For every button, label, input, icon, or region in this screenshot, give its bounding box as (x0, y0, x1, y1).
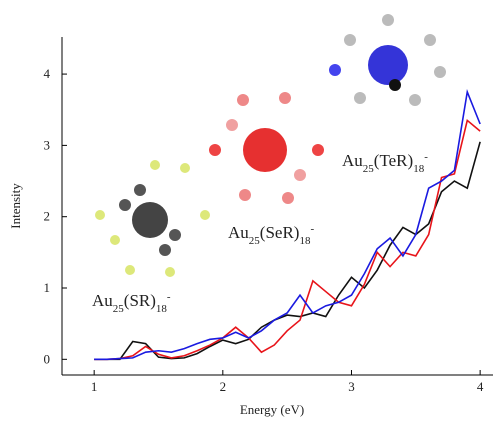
annotation-part: Au (342, 151, 363, 170)
annotation-part: (SR) (124, 291, 156, 310)
y-tick-label: 3 (44, 137, 51, 152)
annotation-part: 25 (363, 163, 375, 175)
annotation-part: - (310, 223, 314, 235)
annotation-part: 18 (156, 303, 168, 315)
y-tick-label: 2 (44, 209, 51, 224)
annotation-part: (TeR) (374, 151, 413, 170)
x-tick-label: 3 (348, 379, 355, 394)
annotation-part: Au (228, 223, 249, 242)
x-tick-label: 1 (91, 379, 98, 394)
y-tick-label: 0 (44, 351, 51, 366)
annotation: Au25(SR)18- (92, 291, 171, 315)
annotation-part: 25 (249, 235, 261, 247)
annotation-part: Au (92, 291, 113, 310)
annotation-part: 25 (113, 303, 125, 315)
annotation-part: - (167, 291, 171, 303)
annotation-part: (SeR) (260, 223, 300, 242)
annotation-part: 18 (413, 163, 425, 175)
series-line (94, 88, 481, 361)
annotation-part: - (424, 151, 428, 163)
series-line (94, 118, 481, 361)
annotation: Au25(SeR)18- (228, 223, 314, 247)
y-tick-label: 1 (44, 280, 51, 295)
cluster-sr (95, 160, 210, 277)
annotation-part: 18 (299, 235, 311, 247)
x-tick-label: 2 (220, 379, 227, 394)
x-tick-label: 4 (477, 379, 484, 394)
y-tick-label: 4 (44, 66, 51, 81)
cluster-ser (209, 92, 324, 204)
x-axis-title: Energy (eV) (240, 402, 304, 417)
y-axis-title: Intensity (8, 183, 23, 229)
cluster-ter (329, 14, 446, 106)
annotation: Au25(TeR)18- (342, 151, 428, 175)
